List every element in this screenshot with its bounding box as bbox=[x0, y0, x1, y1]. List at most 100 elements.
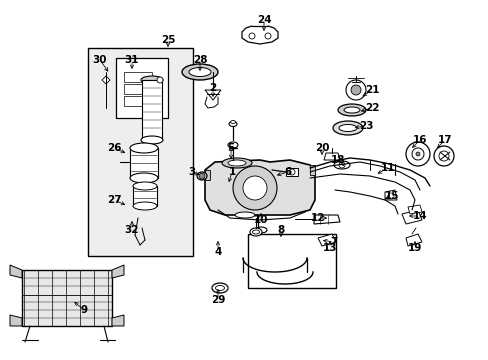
Text: 27: 27 bbox=[106, 195, 121, 205]
Circle shape bbox=[199, 173, 204, 179]
Circle shape bbox=[248, 33, 254, 39]
Ellipse shape bbox=[230, 121, 235, 123]
Polygon shape bbox=[204, 160, 314, 215]
Text: 29: 29 bbox=[210, 295, 225, 305]
Polygon shape bbox=[285, 168, 297, 176]
Text: 19: 19 bbox=[407, 243, 421, 253]
Circle shape bbox=[232, 166, 276, 210]
Circle shape bbox=[243, 176, 266, 200]
Circle shape bbox=[438, 151, 448, 161]
Circle shape bbox=[411, 148, 423, 160]
Ellipse shape bbox=[222, 158, 251, 168]
Text: 26: 26 bbox=[106, 143, 121, 153]
Ellipse shape bbox=[189, 68, 210, 77]
Ellipse shape bbox=[133, 202, 157, 210]
Text: 24: 24 bbox=[256, 15, 271, 25]
Text: 15: 15 bbox=[384, 191, 398, 201]
Ellipse shape bbox=[141, 76, 163, 84]
Circle shape bbox=[433, 146, 453, 166]
Text: 30: 30 bbox=[93, 55, 107, 65]
Ellipse shape bbox=[235, 212, 254, 218]
Ellipse shape bbox=[254, 227, 266, 233]
Polygon shape bbox=[204, 90, 221, 100]
Text: 23: 23 bbox=[358, 121, 372, 131]
Text: 22: 22 bbox=[364, 103, 379, 113]
Ellipse shape bbox=[133, 182, 157, 190]
Polygon shape bbox=[384, 190, 396, 200]
Bar bbox=[133, 186, 157, 206]
Text: 8: 8 bbox=[277, 225, 284, 235]
Ellipse shape bbox=[215, 285, 224, 291]
Bar bbox=[130, 148, 158, 178]
Circle shape bbox=[346, 80, 365, 100]
Text: 2: 2 bbox=[209, 83, 216, 93]
Polygon shape bbox=[204, 170, 209, 180]
Circle shape bbox=[151, 85, 161, 95]
Bar bbox=[142, 80, 162, 140]
Polygon shape bbox=[112, 265, 124, 278]
Ellipse shape bbox=[141, 136, 163, 144]
Ellipse shape bbox=[343, 107, 359, 113]
Bar bbox=[124, 84, 152, 94]
Text: 6: 6 bbox=[284, 167, 291, 177]
Text: 7: 7 bbox=[329, 237, 337, 247]
Text: 20: 20 bbox=[314, 143, 328, 153]
Text: 18: 18 bbox=[330, 155, 345, 165]
Text: 17: 17 bbox=[437, 135, 451, 145]
Text: 11: 11 bbox=[380, 163, 394, 173]
Ellipse shape bbox=[252, 230, 259, 234]
Ellipse shape bbox=[249, 228, 262, 236]
Circle shape bbox=[264, 33, 270, 39]
Ellipse shape bbox=[182, 64, 218, 80]
Ellipse shape bbox=[228, 122, 237, 126]
Text: 32: 32 bbox=[124, 225, 139, 235]
Bar bbox=[22, 270, 112, 326]
Circle shape bbox=[415, 152, 419, 156]
Text: 31: 31 bbox=[124, 55, 139, 65]
Ellipse shape bbox=[227, 160, 245, 166]
Text: 14: 14 bbox=[412, 211, 427, 221]
Ellipse shape bbox=[130, 173, 158, 183]
Text: 1: 1 bbox=[228, 167, 235, 177]
Circle shape bbox=[350, 85, 360, 95]
Polygon shape bbox=[102, 76, 110, 84]
Ellipse shape bbox=[333, 161, 349, 169]
Circle shape bbox=[338, 162, 345, 168]
Text: 28: 28 bbox=[192, 55, 207, 65]
Text: 25: 25 bbox=[161, 35, 175, 45]
Polygon shape bbox=[112, 315, 124, 326]
Polygon shape bbox=[309, 165, 314, 175]
Text: 4: 4 bbox=[214, 247, 221, 257]
Circle shape bbox=[288, 169, 294, 175]
Polygon shape bbox=[405, 234, 421, 246]
Ellipse shape bbox=[212, 283, 227, 293]
Text: 13: 13 bbox=[322, 243, 337, 253]
Circle shape bbox=[387, 193, 393, 199]
Circle shape bbox=[157, 77, 163, 83]
Polygon shape bbox=[10, 265, 22, 278]
Polygon shape bbox=[317, 234, 335, 246]
Ellipse shape bbox=[130, 143, 158, 153]
Ellipse shape bbox=[227, 142, 238, 148]
Ellipse shape bbox=[338, 125, 356, 131]
Text: 16: 16 bbox=[412, 135, 427, 145]
Polygon shape bbox=[407, 205, 421, 214]
Bar bbox=[88, 48, 193, 256]
Text: 5: 5 bbox=[227, 143, 234, 153]
Ellipse shape bbox=[332, 121, 362, 135]
Ellipse shape bbox=[197, 172, 206, 180]
Text: 21: 21 bbox=[364, 85, 379, 95]
Polygon shape bbox=[313, 215, 339, 224]
Ellipse shape bbox=[337, 104, 365, 116]
Bar bbox=[247, 234, 335, 288]
Text: 3: 3 bbox=[188, 167, 195, 177]
Bar bbox=[124, 96, 152, 106]
Text: 10: 10 bbox=[253, 215, 268, 225]
Polygon shape bbox=[324, 153, 339, 160]
Bar bbox=[124, 72, 152, 82]
Polygon shape bbox=[401, 210, 421, 224]
Text: 12: 12 bbox=[310, 213, 325, 223]
Bar bbox=[116, 58, 168, 118]
Text: 9: 9 bbox=[80, 305, 87, 315]
Circle shape bbox=[405, 142, 429, 166]
